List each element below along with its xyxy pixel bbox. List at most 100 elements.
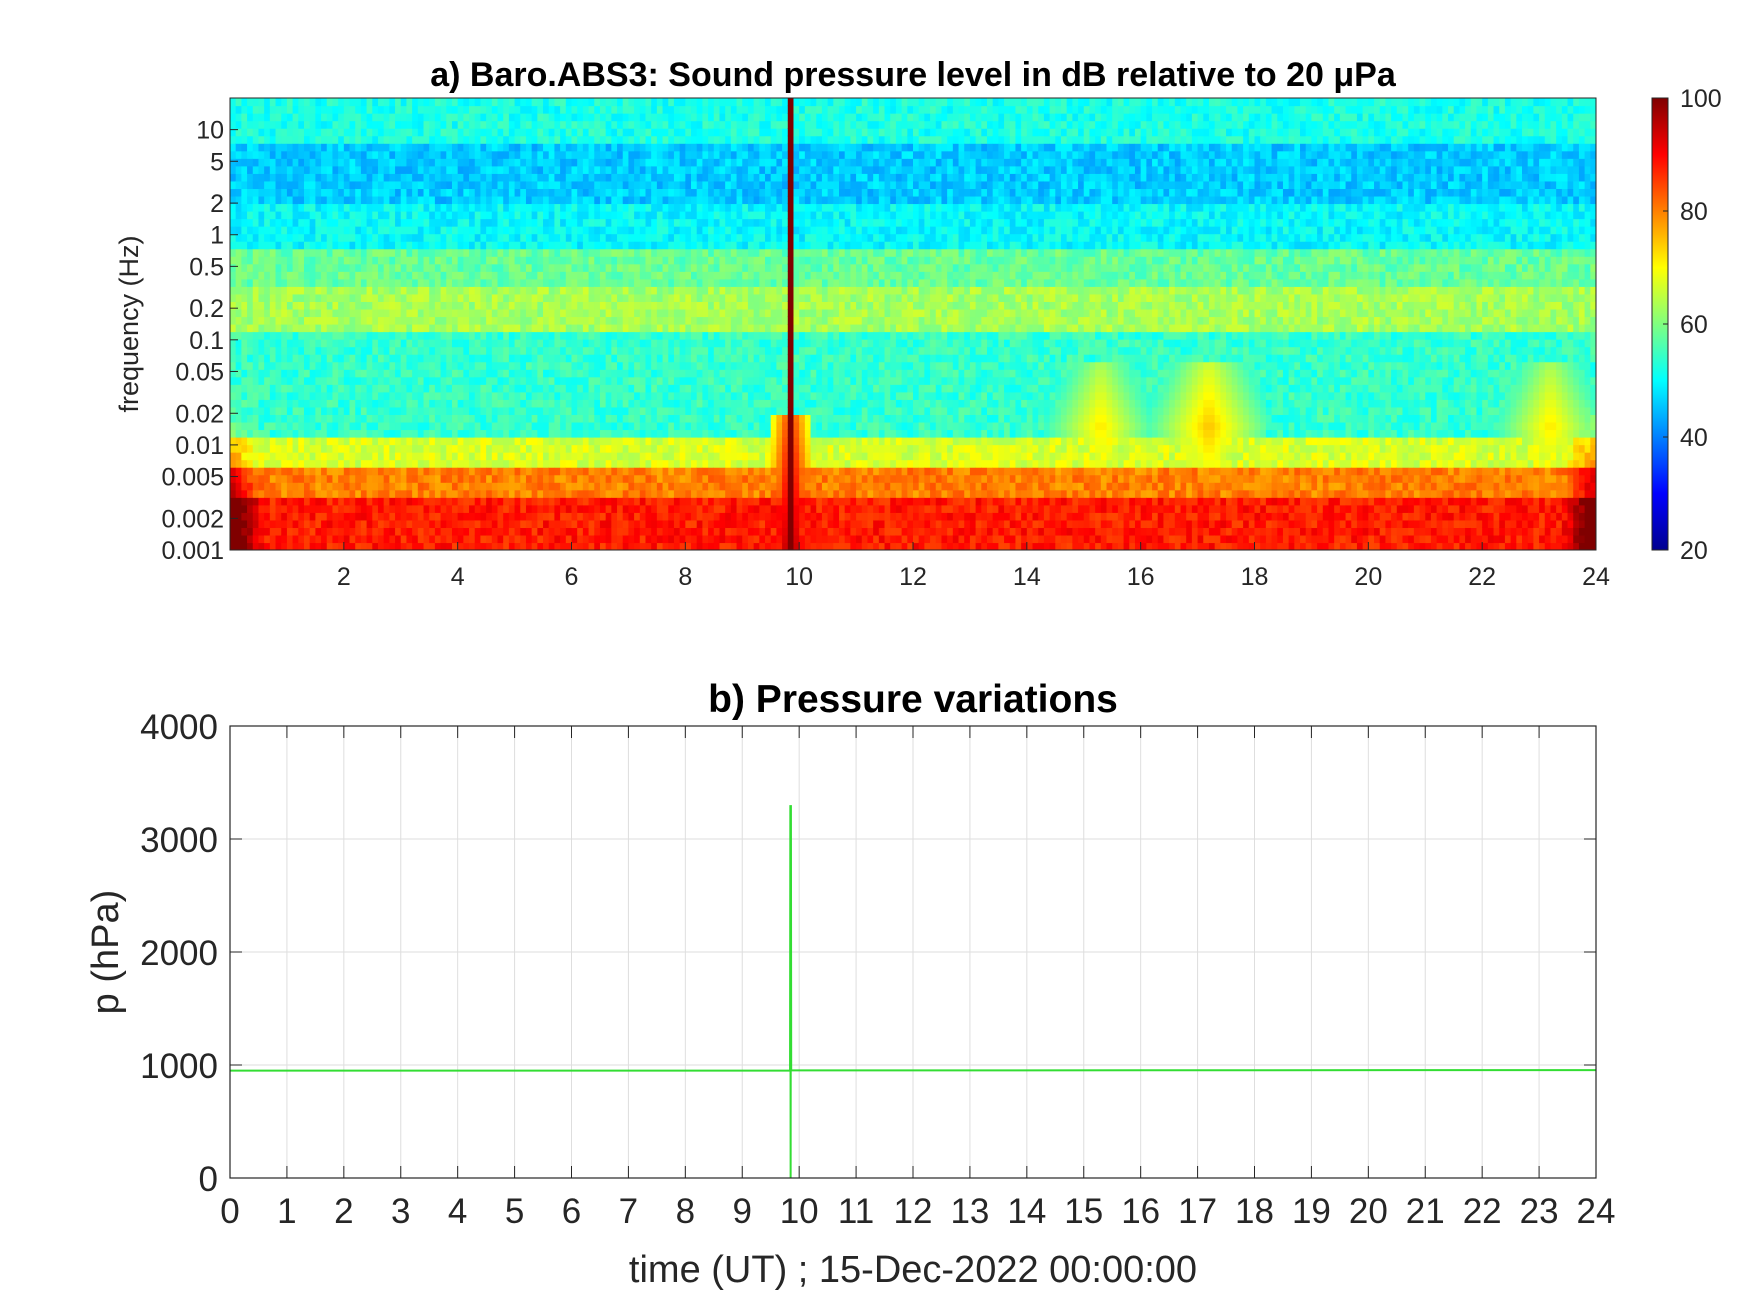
heatmap-cell bbox=[560, 293, 567, 302]
heatmap-cell bbox=[469, 346, 476, 355]
heatmap-cell bbox=[292, 113, 299, 122]
heatmap-cell bbox=[508, 346, 516, 355]
heatmap-cell bbox=[355, 301, 362, 310]
heatmap-cell bbox=[412, 135, 419, 144]
heatmap-cell bbox=[429, 489, 436, 498]
heatmap-cell bbox=[389, 173, 396, 182]
heatmap-cell bbox=[548, 226, 556, 235]
heatmap-cell bbox=[480, 482, 487, 491]
heatmap-cell bbox=[326, 150, 334, 159]
heatmap-cell bbox=[673, 233, 681, 242]
heatmap-cell bbox=[469, 444, 476, 453]
heatmap-cell bbox=[628, 527, 635, 536]
heatmap-cell bbox=[594, 218, 601, 227]
heatmap-cell bbox=[520, 452, 527, 461]
heatmap-cell bbox=[508, 354, 516, 363]
heatmap-cell bbox=[315, 354, 322, 363]
heatmap-cell bbox=[377, 467, 385, 476]
heatmap-cell bbox=[554, 361, 561, 370]
heatmap-cell bbox=[349, 452, 356, 461]
heatmap-cell bbox=[514, 286, 521, 295]
heatmap-cell bbox=[691, 105, 698, 114]
heatmap-cell bbox=[451, 218, 459, 227]
heatmap-cell bbox=[264, 150, 271, 159]
heatmap-cell bbox=[275, 391, 282, 400]
heatmap-cell bbox=[372, 384, 379, 393]
heatmap-cell bbox=[622, 316, 630, 325]
heatmap-cell bbox=[429, 331, 436, 340]
heatmap-cell bbox=[349, 437, 356, 446]
heatmap-cell bbox=[599, 120, 607, 129]
heatmap-cell bbox=[480, 391, 487, 400]
heatmap-cell bbox=[696, 406, 704, 415]
heatmap-cell bbox=[571, 135, 578, 144]
heatmap-cell bbox=[514, 391, 521, 400]
heatmap-cell bbox=[355, 286, 362, 295]
heatmap-cell bbox=[343, 519, 351, 528]
heatmap-cell bbox=[565, 369, 573, 378]
heatmap-cell bbox=[429, 301, 436, 310]
heatmap-cell bbox=[298, 233, 305, 242]
heatmap-cell bbox=[565, 128, 573, 137]
heatmap-cell bbox=[349, 256, 356, 265]
heatmap-cell bbox=[446, 241, 453, 250]
heatmap-cell bbox=[491, 391, 499, 400]
heatmap-cell bbox=[286, 324, 294, 333]
heatmap-cell bbox=[588, 542, 595, 550]
heatmap-cell bbox=[389, 226, 396, 235]
heatmap-cell bbox=[656, 316, 664, 325]
heatmap-cell bbox=[486, 248, 493, 257]
heatmap-cell bbox=[446, 361, 453, 370]
heatmap-cell bbox=[383, 467, 390, 476]
heatmap-cell bbox=[457, 414, 464, 423]
heatmap-cell bbox=[565, 421, 573, 431]
heatmap-cell bbox=[469, 301, 476, 310]
heatmap-cell bbox=[252, 226, 260, 235]
heatmap-cell bbox=[696, 165, 704, 174]
heatmap-cell bbox=[446, 399, 453, 408]
heatmap-cell bbox=[395, 384, 402, 393]
heatmap-cell bbox=[491, 226, 499, 235]
heatmap-cell bbox=[423, 233, 430, 242]
heatmap-cell bbox=[400, 120, 408, 129]
heatmap-cell bbox=[537, 406, 544, 415]
heatmap-cell bbox=[531, 459, 538, 468]
heatmap-cell bbox=[531, 474, 538, 483]
heatmap-cell bbox=[269, 346, 277, 355]
heatmap-cell bbox=[611, 271, 618, 280]
heatmap-cell bbox=[264, 308, 271, 318]
heatmap-cell bbox=[525, 324, 533, 333]
heatmap-cell bbox=[332, 256, 339, 265]
heatmap-cell bbox=[651, 233, 658, 242]
heatmap-cell bbox=[406, 271, 413, 280]
heatmap-cell bbox=[440, 376, 447, 385]
heatmap-cell bbox=[594, 263, 601, 272]
heatmap-cell bbox=[486, 331, 493, 340]
heatmap-cell bbox=[383, 316, 390, 325]
heatmap-cell bbox=[241, 534, 248, 544]
heatmap-cell bbox=[588, 429, 595, 438]
heatmap-cell bbox=[383, 218, 390, 227]
heatmap-cell bbox=[469, 113, 476, 122]
heatmap-cell bbox=[457, 128, 464, 137]
heatmap-cell bbox=[372, 165, 379, 174]
heatmap-cell bbox=[315, 324, 322, 333]
heatmap-cell bbox=[508, 105, 516, 114]
heatmap-cell bbox=[457, 497, 464, 506]
heatmap-cell bbox=[588, 384, 595, 393]
heatmap-cell bbox=[360, 286, 368, 295]
heatmap-cell bbox=[275, 474, 282, 483]
heatmap-cell bbox=[321, 346, 328, 355]
heatmap-cell bbox=[503, 519, 510, 528]
heatmap-cell bbox=[639, 497, 647, 506]
heatmap-cell bbox=[491, 113, 499, 122]
heatmap-cell bbox=[343, 534, 351, 544]
heatmap-cell bbox=[349, 361, 356, 370]
heatmap-cell bbox=[543, 308, 550, 318]
heatmap-cell bbox=[326, 467, 334, 476]
heatmap-cell bbox=[531, 339, 538, 348]
heatmap-cell bbox=[286, 459, 294, 468]
heatmap-cell bbox=[525, 188, 533, 197]
heatmap-cell bbox=[264, 211, 271, 220]
heatmap-cell bbox=[400, 512, 408, 521]
